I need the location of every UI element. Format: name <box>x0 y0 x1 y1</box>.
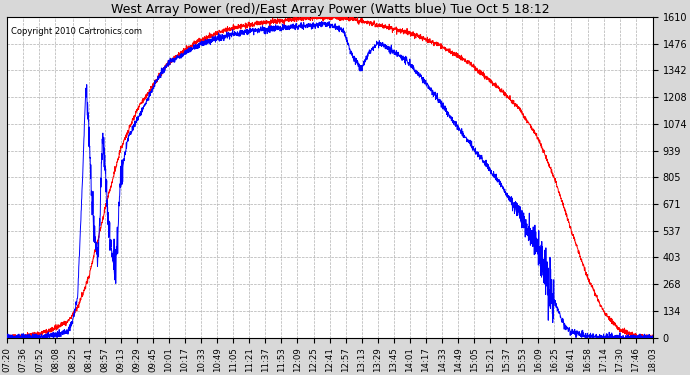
Text: Copyright 2010 Cartronics.com: Copyright 2010 Cartronics.com <box>10 27 141 36</box>
Title: West Array Power (red)/East Array Power (Watts blue) Tue Oct 5 18:12: West Array Power (red)/East Array Power … <box>111 3 549 16</box>
